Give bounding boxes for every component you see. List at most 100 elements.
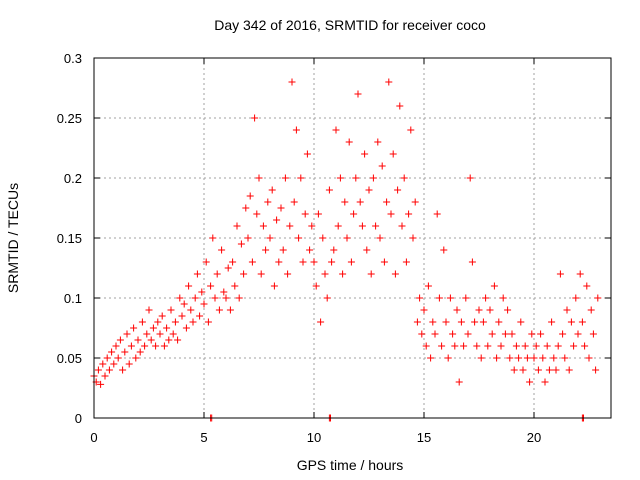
data-point <box>312 282 320 290</box>
data-point <box>94 366 102 374</box>
data-point <box>180 300 188 308</box>
data-point <box>185 282 193 290</box>
data-point <box>105 366 113 374</box>
data-point <box>413 318 421 326</box>
data-point <box>156 330 164 338</box>
data-point <box>418 330 426 338</box>
data-point <box>530 354 538 362</box>
data-point <box>416 294 424 302</box>
data-point <box>468 258 476 266</box>
data-point <box>167 306 175 314</box>
data-point <box>149 324 157 332</box>
data-point <box>457 318 465 326</box>
data-point <box>332 126 340 134</box>
data-point <box>182 324 190 332</box>
data-point <box>387 210 395 218</box>
data-point <box>158 312 166 320</box>
data-point <box>277 204 285 212</box>
data-point <box>193 270 201 278</box>
data-point <box>374 138 382 146</box>
data-point <box>317 318 325 326</box>
data-point <box>347 258 355 266</box>
data-point <box>515 354 523 362</box>
y-tick-label: 0.05 <box>57 351 82 366</box>
data-point <box>345 138 353 146</box>
data-point <box>191 294 199 302</box>
data-point <box>442 318 450 326</box>
data-point <box>358 222 366 230</box>
data-point <box>495 318 503 326</box>
data-point <box>268 186 276 194</box>
data-point <box>174 336 182 344</box>
data-point <box>504 306 512 314</box>
data-point <box>376 234 384 242</box>
data-point <box>475 306 483 314</box>
data-point <box>356 198 364 206</box>
data-point <box>319 234 327 242</box>
data-point <box>202 258 210 266</box>
data-point <box>422 342 430 350</box>
x-tick-label: 15 <box>417 430 431 445</box>
data-point <box>519 366 527 374</box>
data-point <box>479 318 487 326</box>
data-point <box>367 270 375 278</box>
data-point <box>539 354 547 362</box>
data-point <box>462 294 470 302</box>
data-point <box>482 294 490 302</box>
data-point <box>103 354 111 362</box>
data-point <box>264 198 272 206</box>
data-point <box>391 270 399 278</box>
x-tick-label: 20 <box>527 430 541 445</box>
data-point <box>552 366 560 374</box>
y-axis-label: SRMTID / TECUs <box>5 183 21 293</box>
data-point <box>378 162 386 170</box>
data-point <box>108 348 116 356</box>
data-point <box>554 342 562 350</box>
data-point <box>198 288 206 296</box>
data-point <box>341 198 349 206</box>
data-point <box>330 246 338 254</box>
data-point <box>273 216 281 224</box>
x-axis-label: GPS time / hours <box>297 457 404 473</box>
data-point <box>409 234 417 242</box>
data-points <box>90 78 602 422</box>
data-point <box>565 366 573 374</box>
data-point <box>141 342 149 350</box>
data-point <box>160 342 168 350</box>
data-point <box>125 360 133 368</box>
data-point <box>218 246 226 254</box>
data-point <box>121 348 129 356</box>
data-point <box>130 324 138 332</box>
data-point <box>440 246 448 254</box>
data-point <box>154 318 162 326</box>
data-point <box>143 330 151 338</box>
data-point <box>284 270 292 278</box>
data-point <box>455 378 463 386</box>
data-point <box>433 210 441 218</box>
data-point <box>453 306 461 314</box>
data-point <box>253 210 261 218</box>
data-point <box>209 234 217 242</box>
data-point <box>281 174 289 182</box>
data-point <box>543 342 551 350</box>
data-point <box>189 318 197 326</box>
data-point <box>134 336 142 344</box>
data-point <box>123 330 131 338</box>
data-point <box>222 294 230 302</box>
data-point <box>343 234 351 242</box>
data-point <box>303 150 311 158</box>
data-point <box>499 294 507 302</box>
data-point <box>532 342 540 350</box>
y-tick-label: 0.2 <box>64 171 82 186</box>
data-point <box>400 174 408 182</box>
data-point <box>306 246 314 254</box>
data-point <box>259 222 267 230</box>
data-point <box>506 354 514 362</box>
data-point <box>550 354 558 362</box>
data-point <box>446 294 454 302</box>
data-point <box>213 270 221 278</box>
data-point <box>112 342 120 350</box>
data-point <box>567 318 575 326</box>
data-point <box>237 240 245 248</box>
data-point <box>266 234 274 242</box>
